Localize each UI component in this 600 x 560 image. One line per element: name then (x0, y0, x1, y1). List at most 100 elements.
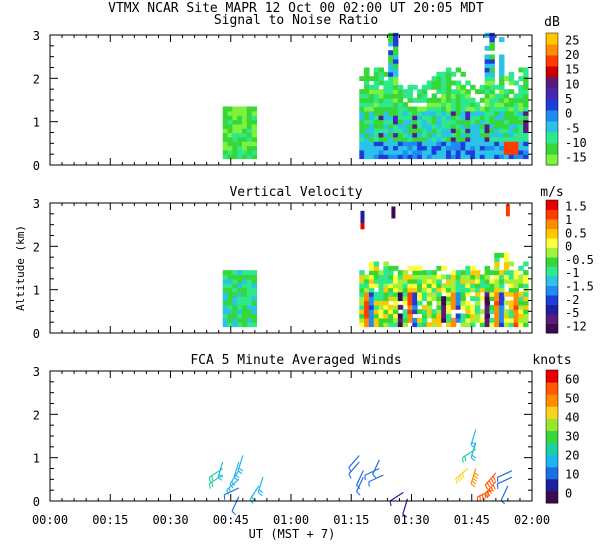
heatmap-cell (421, 313, 428, 319)
heatmap-cell (237, 106, 243, 112)
heatmap-cell (431, 76, 438, 82)
heatmap-cell (373, 123, 380, 129)
heatmap-cell (383, 80, 389, 86)
colorbar-cell (546, 406, 558, 419)
heatmap-cell (460, 84, 466, 90)
heatmap-cell (518, 296, 524, 302)
velocity-data-layer (222, 204, 529, 328)
heatmap-cell (407, 136, 413, 142)
heatmap-cell (241, 291, 248, 297)
heatmap-cell (503, 123, 510, 129)
heatmap-cell (503, 300, 510, 306)
heatmap-cell (393, 102, 399, 108)
heatmap-cell (470, 97, 476, 103)
heatmap-cell (421, 97, 428, 103)
heatmap-cell (402, 300, 409, 306)
heatmap-cell (368, 261, 375, 267)
wind-barb (355, 476, 364, 496)
colorbar-label: -10 (565, 136, 587, 150)
heatmap-cell (508, 145, 515, 151)
heatmap-cell (397, 291, 404, 297)
colorbar-cell (546, 132, 558, 144)
heatmap-cell (388, 265, 394, 271)
heatmap-cell (489, 322, 495, 328)
heatmap-cell (489, 67, 495, 73)
heatmap-cell (431, 93, 438, 99)
heatmap-cell (470, 145, 476, 151)
heatmap-cell (412, 322, 418, 328)
colorbar-label: 60 (565, 373, 579, 387)
heatmap-cell (460, 89, 466, 95)
heatmap-cell (232, 115, 238, 121)
heatmap-cell (455, 136, 462, 142)
heatmap-cell (499, 154, 505, 160)
heatmap-cell (402, 154, 409, 160)
heatmap-cell (446, 102, 452, 108)
heatmap-cell (489, 119, 495, 125)
heatmap-cell (383, 136, 389, 142)
heatmap-cell (421, 141, 428, 147)
heatmap-cell (378, 67, 384, 73)
heatmap-cell (227, 149, 233, 155)
heatmap-cell (373, 317, 380, 323)
heatmap-cell (412, 309, 418, 315)
heatmap-cell (373, 67, 380, 73)
heatmap-cell (373, 291, 380, 297)
heatmap-cell (417, 265, 423, 271)
heatmap-cell (364, 300, 370, 306)
x-tick-label: 01:00 (273, 513, 309, 527)
heatmap-cell (465, 93, 471, 99)
heatmap-cell (407, 141, 413, 147)
colorbar-label: -1.5 (565, 279, 594, 293)
heatmap-cell (383, 309, 389, 315)
heatmap-cell (373, 261, 380, 267)
heatmap-cell (441, 115, 447, 121)
heatmap-cell (523, 291, 529, 297)
heatmap-cell (426, 80, 433, 86)
heatmap-cell (503, 119, 510, 125)
heatmap-cell (446, 97, 452, 103)
heatmap-cell (508, 141, 515, 147)
heatmap-cell (364, 278, 370, 284)
wind-barb (484, 481, 497, 499)
heatmap-cell (455, 132, 462, 138)
heatmap-cell (373, 80, 380, 86)
heatmap-cell (368, 313, 375, 319)
heatmap-cell (523, 97, 529, 103)
heatmap-cell (397, 274, 404, 280)
heatmap-cell (499, 37, 505, 43)
heatmap-cell (227, 283, 233, 289)
heatmap-cell (237, 309, 243, 315)
heatmap-cell (470, 287, 476, 293)
heatmap-cell (393, 132, 399, 138)
heatmap-cell (508, 128, 515, 134)
heatmap-cell (388, 54, 394, 60)
heatmap-cell (393, 278, 399, 284)
heatmap-cell (513, 317, 519, 323)
heatmap-cell (518, 93, 524, 99)
heatmap-cell (455, 93, 462, 99)
heatmap-cell (397, 106, 404, 112)
heatmap-cell (450, 97, 457, 103)
heatmap-cell (368, 132, 375, 138)
heatmap-cell (373, 76, 380, 82)
heatmap-cell (503, 136, 510, 142)
heatmap-cell (241, 119, 248, 125)
heatmap-cell (455, 149, 462, 155)
heatmap-cell (368, 287, 375, 293)
heatmap-cell (489, 41, 495, 47)
heatmap-cell (393, 76, 399, 82)
heatmap-cell (426, 322, 433, 328)
colorbar-cell (546, 247, 558, 258)
heatmap-cell (465, 265, 471, 271)
colorbar-cell (546, 295, 558, 305)
heatmap-cell (378, 283, 384, 289)
heatmap-cell (508, 322, 515, 328)
heatmap-cell (518, 313, 524, 319)
heatmap-cell (494, 270, 500, 276)
heatmap-cell (421, 119, 428, 125)
heatmap-cell (465, 149, 471, 155)
heatmap-cell (378, 89, 384, 95)
heatmap-cell (441, 287, 447, 293)
heatmap-cell (232, 145, 238, 151)
